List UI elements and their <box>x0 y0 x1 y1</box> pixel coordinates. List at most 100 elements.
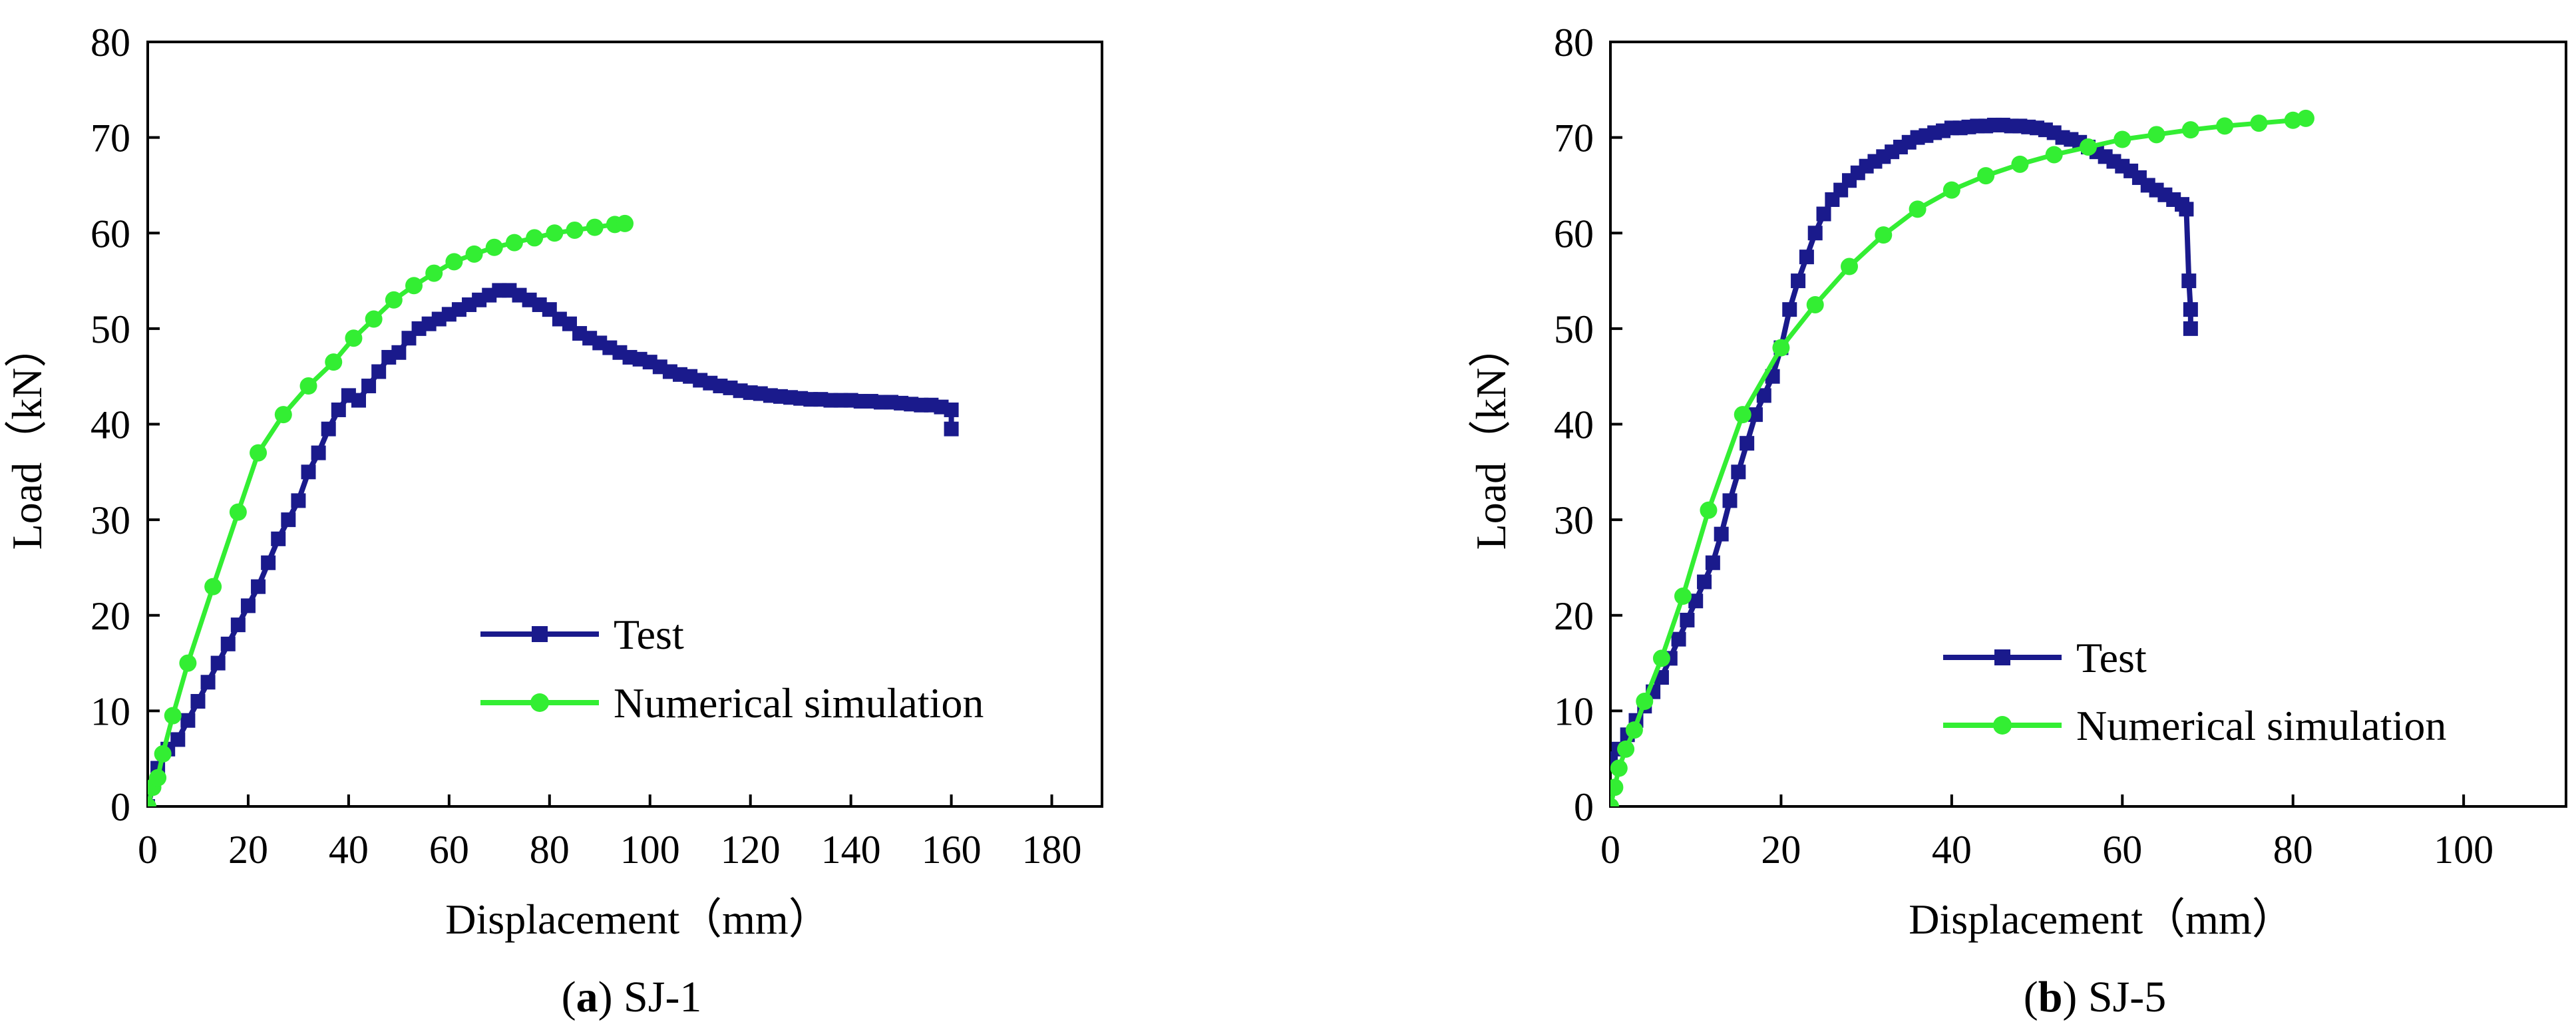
simulation-point <box>1806 295 1824 313</box>
test-point <box>2179 202 2194 217</box>
x-tick-label: 160 <box>922 828 982 872</box>
x-tick-label: 140 <box>821 828 881 872</box>
simulation-point <box>2147 126 2165 144</box>
x-tick-label: 60 <box>429 828 469 872</box>
plot-area <box>1610 109 2314 806</box>
simulation-point <box>2080 138 2097 156</box>
simulation-point <box>445 253 463 271</box>
legend-entry: Test <box>480 611 684 658</box>
test-point <box>1610 751 1618 767</box>
simulation-point <box>2297 109 2314 127</box>
simulation-point <box>546 224 564 242</box>
legend-entry: Numerical simulation <box>480 679 984 727</box>
simulation-point <box>1942 181 1960 199</box>
caption-specimen: SJ-5 <box>2077 973 2166 1021</box>
test-point <box>230 617 246 633</box>
test-point <box>180 713 196 728</box>
test-point <box>2183 321 2198 336</box>
simulation-point <box>1875 226 1893 244</box>
legend-marker-square <box>1994 649 2010 665</box>
test-point <box>301 464 316 480</box>
y-tick-label: 70 <box>91 116 130 160</box>
simulation-point <box>586 218 604 236</box>
test-point <box>1714 526 1729 542</box>
test-point <box>1748 407 1763 423</box>
test-point <box>1731 464 1746 480</box>
simulation-point <box>405 277 423 295</box>
legend-entry: Numerical simulation <box>1943 702 2446 749</box>
chart-panel-b: 0 20 40 60 80 100 0 10 20 30 40 50 60 70 80 Displacemen… <box>1467 21 2567 1021</box>
simulation-point <box>2216 117 2234 135</box>
simulation-point <box>149 769 167 786</box>
test-point <box>361 379 377 394</box>
caption-panel-label: b <box>2038 973 2063 1021</box>
simulation-point <box>154 745 172 763</box>
simulation-point <box>1674 588 1692 605</box>
simulation-point <box>1841 258 1858 275</box>
x-axis-title: Displacement（mm） <box>445 896 830 943</box>
y-tick-label: 30 <box>91 498 130 542</box>
simulation-point <box>2114 130 2131 148</box>
panel-caption: (b) SJ-5 <box>2024 973 2167 1021</box>
y-axis-title: Load（kN） <box>1467 325 1515 550</box>
legend: Test Numerical simulation <box>1943 634 2446 749</box>
y-tick-label: 0 <box>110 785 130 829</box>
plot-area <box>148 214 959 806</box>
simulation-point <box>345 329 363 347</box>
y-tick-label: 70 <box>1554 116 1594 160</box>
y-tick-label: 20 <box>91 594 130 638</box>
series-test <box>148 283 959 806</box>
x-tick-label: 0 <box>1600 828 1620 872</box>
test-point <box>251 579 266 594</box>
legend-label: Test <box>614 611 684 658</box>
simulation-point <box>1700 501 1718 519</box>
test-point <box>1756 388 1771 403</box>
y-tick-label: 20 <box>1554 594 1594 638</box>
test-point <box>1740 436 1755 451</box>
simulation-point <box>325 353 343 371</box>
test-point <box>1697 574 1712 590</box>
test-point <box>1807 226 1823 241</box>
y-tick-label: 10 <box>91 689 130 733</box>
test-point <box>1680 612 1695 627</box>
test-point <box>1799 250 1814 265</box>
test-point <box>220 636 236 651</box>
y-axis-title: Load（kN） <box>3 325 51 550</box>
caption-open-paren: ( <box>2024 973 2038 1021</box>
simulation-point <box>1977 167 1995 185</box>
simulation-point <box>2250 114 2268 132</box>
chart-panel-a: 0 20 40 60 80 100 120 140 160 180 0 10 20 30 40 50 60 70 8… <box>3 21 1103 1021</box>
x-tick-label: 0 <box>138 828 158 872</box>
simulation-point <box>425 264 443 282</box>
test-point <box>944 402 959 417</box>
x-tick-label: 20 <box>228 828 268 872</box>
simulation-point <box>1652 649 1670 667</box>
simulation-point <box>485 238 503 256</box>
test-point <box>281 512 296 528</box>
test-point <box>391 345 407 360</box>
test-point <box>1671 631 1686 647</box>
x-tick-label: 100 <box>2434 828 2493 872</box>
test-point <box>271 531 286 546</box>
test-point <box>170 732 186 747</box>
test-point <box>351 393 366 408</box>
test-point <box>944 421 959 436</box>
simulation-point <box>2284 111 2302 129</box>
test-point <box>190 694 206 709</box>
simulation-point <box>2011 155 2029 173</box>
legend-label: Numerical simulation <box>614 679 984 727</box>
x-tick-label: 40 <box>1932 828 1972 872</box>
simulation-point <box>1734 406 1751 424</box>
y-tick-label: 0 <box>1574 785 1594 829</box>
test-point <box>311 445 326 460</box>
y-tick-label: 30 <box>1554 498 1594 542</box>
simulation-point <box>274 406 292 424</box>
x-tick-label: 80 <box>2273 828 2313 872</box>
simulation-point <box>1625 721 1643 739</box>
x-tick-label: 120 <box>721 828 781 872</box>
x-tick-label: 100 <box>620 828 680 872</box>
test-point <box>1782 302 1797 317</box>
test-point <box>291 493 306 508</box>
test-point <box>200 675 216 690</box>
